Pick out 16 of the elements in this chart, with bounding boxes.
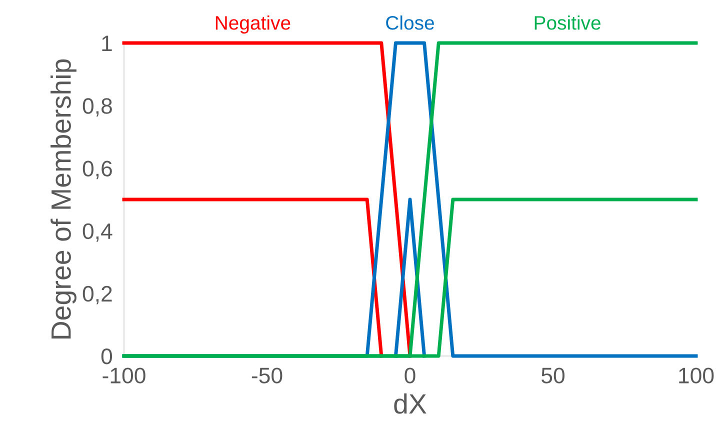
y-tick-label: 0,2 (82, 286, 112, 304)
y-tick-label: 0,4 (82, 223, 112, 242)
x-tick-label: -50 (252, 368, 282, 384)
x-tick-label: -100 (102, 368, 146, 384)
x-tick-label: 100 (679, 368, 714, 384)
x-tick-label: 50 (542, 368, 564, 384)
y-axis-title: Degree of Membership (50, 59, 76, 338)
series-label: Close (386, 15, 434, 30)
y-tick-label: 0,8 (82, 98, 112, 116)
y-tick-label: 0 (101, 348, 112, 364)
x-axis-title: dX (394, 393, 426, 414)
y-tick-label: 1 (102, 36, 112, 52)
y-tick-label: 0,6 (82, 160, 112, 180)
series-label: Negative (216, 15, 290, 34)
series-label: Positive (534, 15, 600, 30)
x-tick-label: 0 (404, 368, 416, 384)
